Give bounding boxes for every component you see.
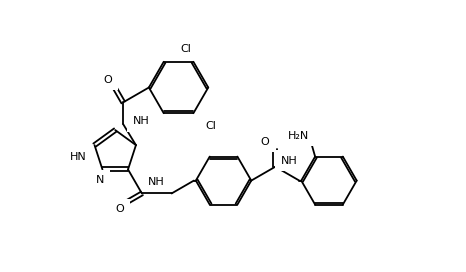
Text: O: O [103,75,112,85]
Text: H₂N: H₂N [288,131,309,141]
Text: NH: NH [281,156,298,166]
Text: N: N [96,175,105,186]
Text: HN: HN [70,152,87,162]
Text: NH: NH [133,116,150,126]
Text: O: O [116,204,124,214]
Text: Cl: Cl [180,44,191,54]
Text: Cl: Cl [206,121,216,131]
Text: O: O [260,137,269,147]
Text: NH: NH [148,177,165,187]
